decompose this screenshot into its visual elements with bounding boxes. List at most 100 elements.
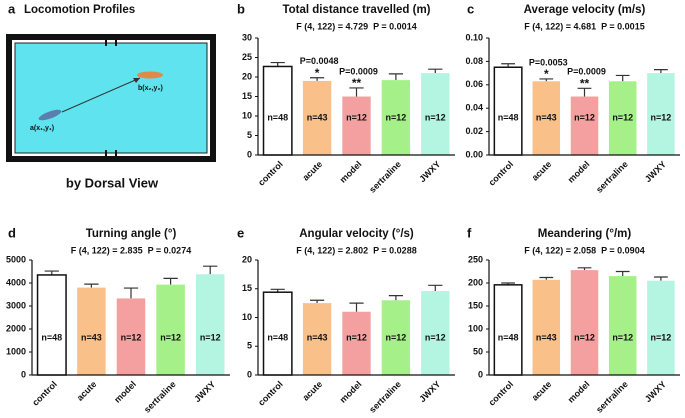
bar xyxy=(302,303,332,375)
arrow-head xyxy=(133,78,140,83)
bar xyxy=(532,279,561,375)
bar xyxy=(421,291,450,375)
x-tick-label: acute xyxy=(530,379,554,403)
bar xyxy=(532,81,561,155)
n-label: n=12 xyxy=(574,112,595,122)
error-bar xyxy=(388,295,403,301)
bar xyxy=(381,300,411,375)
x-tick-label: JWXY xyxy=(417,159,442,184)
n-label: n=12 xyxy=(386,112,407,122)
bar xyxy=(262,65,293,156)
point-label: b(x₂,y₂) xyxy=(138,85,163,92)
error-bar xyxy=(349,302,364,312)
star-label: * xyxy=(315,66,320,80)
error-bar xyxy=(615,270,630,277)
x-tick-label: JWXY xyxy=(192,379,217,404)
stats-text: F (4, 122) = 2.058 P = 0.0904 xyxy=(524,245,644,255)
stats-text: F (4, 122) = 4.729 P = 0.0014 xyxy=(296,21,416,31)
n-label: n=43 xyxy=(307,112,328,122)
error-bar xyxy=(539,276,554,280)
error-bar xyxy=(428,68,443,74)
y-tick-label: 5000 xyxy=(6,254,26,264)
error-bar xyxy=(615,74,630,82)
y-tick-label: 200 xyxy=(468,277,483,287)
y-tick-label: 30 xyxy=(242,32,252,42)
x-tick-label: JWXY xyxy=(417,379,442,404)
x-tick-label: sertraline xyxy=(367,379,403,415)
bar xyxy=(36,274,67,376)
x-tick-label: control xyxy=(256,379,285,408)
chart-title: Total distance travelled (m) xyxy=(282,4,430,16)
error-bar xyxy=(203,265,218,275)
x-tick-label: acute xyxy=(75,379,99,403)
error-bar xyxy=(577,267,592,271)
bar xyxy=(493,66,523,156)
n-label: n=12 xyxy=(651,112,672,122)
p-label: P=0.0048 xyxy=(300,56,339,66)
point-label: a(x₁,y₁) xyxy=(30,125,54,132)
error-bar xyxy=(310,299,325,304)
error-bar xyxy=(388,73,403,81)
y-tick-label: 0.02 xyxy=(465,126,483,136)
x-tick-label: control xyxy=(256,159,285,188)
y-tick-label: 5 xyxy=(247,341,252,351)
x-tick-label: model xyxy=(566,379,592,405)
panel-title: Locomotion Profiles xyxy=(24,4,135,16)
y-tick-label: 10 xyxy=(242,312,252,322)
n-label: n=12 xyxy=(574,332,595,342)
p-label: P=0.0009 xyxy=(567,67,606,77)
stats-text: F (4, 122) = 2.802 P = 0.0288 xyxy=(296,245,416,255)
n-label: n=43 xyxy=(81,332,102,342)
n-label: n=43 xyxy=(307,332,328,342)
x-tick-label: model xyxy=(112,379,138,405)
x-tick-label: JWXY xyxy=(643,379,668,404)
stats-text: F (4, 122) = 2.835 P = 0.0274 xyxy=(71,245,191,255)
bar xyxy=(342,311,371,375)
p-label: P=0.0053 xyxy=(529,57,568,67)
x-tick-label: sertraline xyxy=(594,159,630,195)
n-label: n=12 xyxy=(612,112,633,122)
chart-title: Turning angle (°) xyxy=(86,228,177,240)
star-label: ** xyxy=(352,76,362,90)
x-tick-label: model xyxy=(338,379,364,405)
x-tick-label: model xyxy=(338,159,364,185)
panel-letter: a xyxy=(8,1,16,16)
error-bar xyxy=(349,87,364,97)
n-label: n=12 xyxy=(425,112,446,122)
panel-letter: e xyxy=(237,225,244,240)
n-label: n=43 xyxy=(536,332,557,342)
y-tick-label: 0 xyxy=(247,149,252,159)
y-tick-label: 1000 xyxy=(6,346,26,356)
bar xyxy=(608,276,637,375)
y-tick-label: 150 xyxy=(468,300,483,310)
error-bar xyxy=(84,283,99,288)
n-label: n=48 xyxy=(267,112,288,122)
x-tick-label: control xyxy=(487,159,516,188)
bar xyxy=(156,284,185,375)
x-tick-label: control xyxy=(30,379,59,408)
x-tick-label: JWXY xyxy=(643,159,668,184)
y-tick-label: 0.00 xyxy=(465,149,483,159)
n-label: n=12 xyxy=(386,332,407,342)
y-tick-label: 0.10 xyxy=(465,32,483,42)
y-tick-label: 0 xyxy=(478,369,483,379)
y-tick-label: 4000 xyxy=(6,277,26,287)
y-tick-label: 50 xyxy=(473,346,483,356)
n-label: n=12 xyxy=(425,332,446,342)
bar xyxy=(570,270,599,375)
chart-title: Average velocity (m/s) xyxy=(524,4,646,16)
n-label: n=12 xyxy=(160,332,181,342)
x-tick-label: sertraline xyxy=(367,159,403,195)
panel-letter: b xyxy=(237,1,245,16)
y-tick-label: 15 xyxy=(242,283,252,293)
bar xyxy=(421,73,450,155)
bar xyxy=(195,274,225,375)
y-tick-label: 15 xyxy=(242,91,252,101)
stats-text: F (4, 122) = 4.681 P = 0.0015 xyxy=(524,21,644,31)
bar xyxy=(342,96,371,155)
error-bar xyxy=(163,277,178,285)
chart-title: Meandering (°/m) xyxy=(538,228,632,240)
bar xyxy=(570,96,599,155)
x-tick-label: sertraline xyxy=(142,379,178,415)
